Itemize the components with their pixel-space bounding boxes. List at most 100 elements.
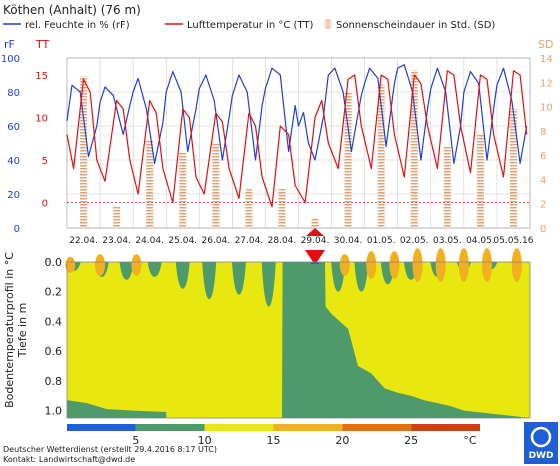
colorbar-tick-1: 10 [198, 434, 212, 447]
colorbar-segment-5 [411, 424, 480, 431]
soil-plume-3 [147, 262, 162, 277]
today-marker-down-icon [305, 250, 326, 265]
day-label-4: 26.04. [202, 236, 231, 246]
sunshine-bar-6 [278, 189, 286, 228]
depth-axis-label-1: Tiefe in m [16, 303, 29, 359]
tt-tick-3: 15 [35, 71, 48, 82]
colorbar-segment-2 [204, 424, 274, 431]
day-label-2: 24.04. [135, 236, 164, 246]
sd-tick-5: 10 [540, 103, 553, 114]
soil-plume-5 [202, 262, 217, 300]
day-label-8: 30.04. [334, 236, 363, 246]
colorbar-tick-4: 25 [404, 434, 418, 447]
sunshine-bar-13 [509, 109, 517, 228]
tt-tick-0: 0 [42, 199, 48, 210]
soil-warm-spot-10 [511, 248, 522, 282]
day-label-11: 03.05. [433, 236, 462, 246]
sunshine-bar-4 [212, 143, 220, 228]
tt-axis-label: TT [35, 38, 50, 51]
soil-warm-spot-6 [412, 248, 423, 282]
rf-tick-4: 80 [7, 88, 20, 99]
colorbar-tick-3: 20 [335, 434, 349, 447]
footer-credit: Deutscher Wetterdienst (erstellt 29.4.20… [3, 445, 217, 454]
dwd-logo-text: DWD [529, 451, 554, 461]
soil-plume-2 [119, 262, 134, 280]
soil-warm-spot-1 [95, 254, 106, 276]
day-label-7: 29.04. [301, 236, 330, 246]
soil-warm-spot-9 [482, 248, 493, 282]
today-marker-up-icon [306, 228, 325, 236]
heatmap-frame [66, 261, 531, 419]
soil-plume-7 [261, 262, 276, 307]
depth-tick-3: 0.6 [45, 345, 63, 358]
soil-warm-spot-5 [389, 251, 400, 279]
sunshine-bar-9 [377, 84, 385, 228]
day-label-6: 28.04. [268, 236, 297, 246]
soil-warm-spot-0 [65, 257, 76, 273]
colorbar-tick-0: 5 [132, 434, 139, 447]
colorbar-segment-3 [273, 424, 343, 431]
legend-label-1: Lufttemperatur in °C (TT) [187, 20, 314, 31]
soil-plume-8 [284, 262, 299, 307]
sunshine-bar-8 [344, 92, 352, 228]
day-label-9: 01.05. [367, 236, 396, 246]
day-label-0: 22.04. [69, 236, 98, 246]
soil-warm-spot-2 [131, 254, 142, 276]
meteogram-panel: 0 20 40 60 80 100 rF TT SD 0 5 10 15 0 2 4 6 8 10 12 14 22.04… [1, 38, 553, 265]
colorbar-segment-0 [67, 424, 136, 431]
legend-label-2: Sonnenscheindauer in Std. (SD) [336, 20, 495, 31]
legend: rel. Feuchte in % (rF) Lufttemperatur in … [3, 19, 495, 31]
tt-tick-2: 10 [35, 114, 48, 125]
day-label-10: 02.05. [400, 236, 429, 246]
day-label-1: 23.04. [102, 236, 131, 246]
soil-plume-6 [231, 262, 246, 295]
rf-tick-2: 40 [7, 156, 20, 167]
depth-tick-5: 1.0 [45, 405, 63, 418]
depth-tick-1: 0.2 [45, 286, 63, 299]
sunshine-bar-5 [245, 189, 253, 228]
tt-tick-1: 5 [42, 156, 48, 167]
soil-warm-spot-4 [366, 251, 377, 279]
colorbar: 5 10 15 20 25 °C [67, 424, 480, 447]
sunshine-bar-12 [476, 133, 484, 228]
sd-tick-7: 14 [540, 54, 553, 65]
rf-tick-1: 20 [7, 190, 20, 201]
humidity-line [66, 64, 528, 164]
colorbar-tick-2: 15 [267, 434, 281, 447]
sunshine-bar-1 [113, 206, 121, 228]
rf-tick-0: 0 [14, 224, 20, 235]
depth-tick-0: 0.0 [45, 256, 63, 269]
sd-tick-4: 8 [540, 127, 546, 138]
soil-green-band [67, 400, 167, 418]
sd-tick-6: 12 [540, 78, 553, 89]
sd-tick-0: 0 [540, 224, 546, 235]
station-title: Köthen (Anhalt) (76 m) [3, 3, 141, 17]
rf-axis-label: rF [4, 38, 15, 51]
sd-tick-3: 6 [540, 151, 546, 162]
soil-temperature-panel: 0.0 0.2 0.4 0.6 0.8 1.0 Bodentemperaturprofil … [3, 248, 531, 419]
sunshine-bar-11 [443, 145, 451, 228]
dwd-logo-swirl-icon [530, 426, 552, 448]
day-label-5: 27.04. [235, 236, 264, 246]
day-label-13: 05.05.16 [493, 236, 533, 246]
sd-tick-2: 4 [540, 175, 546, 186]
sunshine-bar-2 [146, 140, 154, 228]
depth-tick-4: 0.8 [45, 375, 63, 388]
sd-axis-label: SD [538, 38, 553, 51]
rf-tick-5: 100 [1, 54, 20, 65]
day-label-12: 04.05. [466, 236, 495, 246]
depth-axis-label-0: Bodentemperaturprofil in °C [3, 252, 16, 408]
soil-warm-spot-3 [339, 254, 350, 276]
soil-plume-4 [175, 262, 190, 289]
sd-tick-1: 2 [540, 200, 546, 211]
dwd-logo: DWD [524, 422, 558, 464]
rf-tick-3: 60 [7, 122, 20, 133]
colorbar-segment-1 [135, 424, 205, 431]
sunshine-bar-3 [179, 152, 187, 228]
soil-green-core [281, 262, 530, 418]
sunshine-bar-7 [311, 218, 319, 228]
sunshine-bar-10 [410, 70, 418, 229]
day-label-3: 25.04. [168, 236, 197, 246]
soil-warm-spot-8 [458, 248, 469, 282]
